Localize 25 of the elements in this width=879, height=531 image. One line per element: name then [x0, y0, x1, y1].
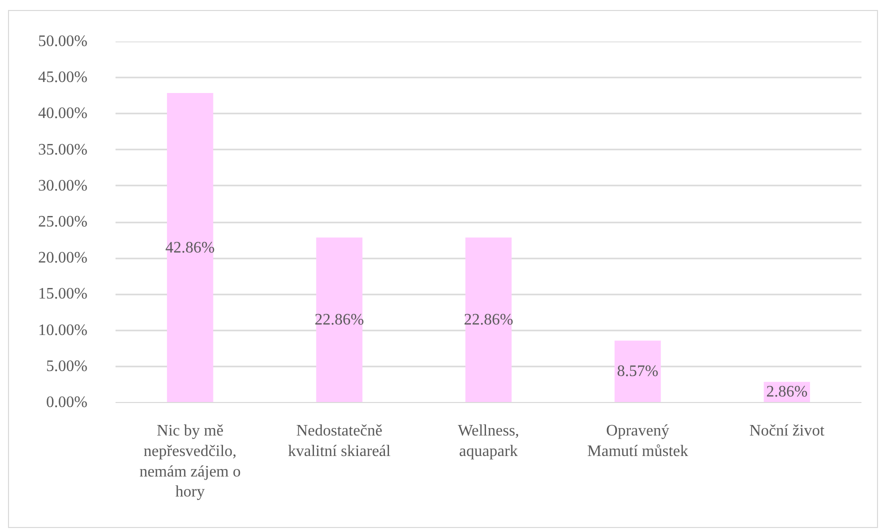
x-tick-label: Wellness, aquapark [458, 422, 520, 460]
bar [166, 93, 214, 402]
y-tick-label: 45.00% [38, 69, 88, 86]
y-tick-label: 10.00% [38, 322, 88, 339]
data-label: 22.86% [314, 311, 364, 328]
y-tick-label: 50.00% [38, 33, 88, 50]
bar [614, 340, 661, 402]
data-label: 8.57% [617, 363, 658, 380]
y-tick-label: 40.00% [38, 105, 88, 122]
data-label: 42.86% [165, 239, 215, 256]
y-tick-label: 15.00% [38, 286, 88, 303]
bar [465, 237, 512, 402]
y-tick-label: 35.00% [38, 141, 88, 158]
x-tick-label: Noční život [749, 422, 825, 440]
y-tick-label: 5.00% [46, 358, 88, 375]
x-tick-label: Opravený Mamutí můstek [587, 422, 688, 460]
data-label: 22.86% [464, 311, 514, 328]
x-tick-label: Nic by mě nepřesvedčilo, nemám zájem o hory [139, 422, 241, 501]
data-label: 2.86% [766, 384, 808, 401]
y-tick-label: 25.00% [38, 214, 88, 230]
x-tick-label: Nedostatečně kvalitní skiareál [288, 422, 392, 460]
y-tick-label: 0.00% [46, 394, 88, 411]
bar [316, 237, 362, 402]
y-tick-label: 20.00% [38, 250, 88, 267]
y-tick-label: 30.00% [38, 177, 88, 194]
